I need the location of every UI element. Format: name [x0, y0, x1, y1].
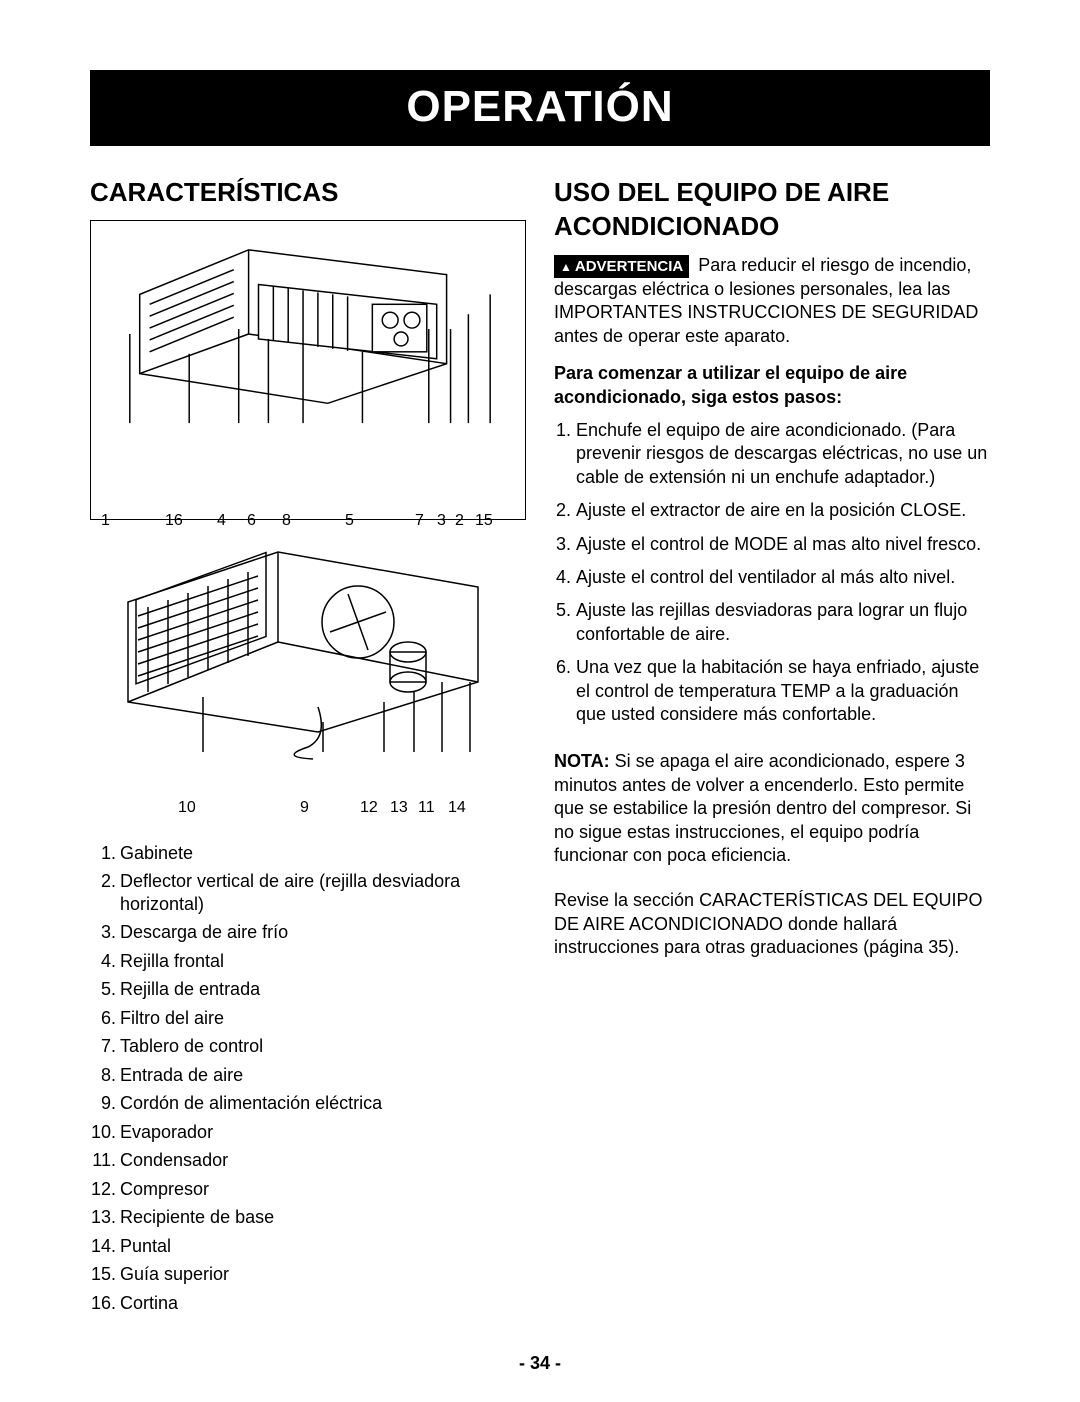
usage-steps-list: Enchufe el equipo de aire acondicionado.…	[554, 419, 990, 726]
figure-2-ac-unit-rear: 10912131114	[90, 532, 526, 802]
callout-number: 10	[178, 798, 196, 819]
callout-number: 2	[455, 511, 464, 532]
usage-step-item: Ajuste el control del ventilador al más …	[576, 566, 990, 589]
callout-number: 4	[217, 511, 226, 532]
parts-list: Gabinete Deflector vertical de aire (reji…	[90, 842, 526, 1315]
warning-paragraph: ADVERTENCIA Para reducir el riesgo de in…	[554, 254, 990, 349]
parts-list-item: Rejilla frontal	[120, 950, 526, 973]
parts-list-item: Condensador	[120, 1149, 526, 1172]
callout-number: 16	[165, 511, 183, 532]
parts-list-item: Descarga de aire frío	[120, 921, 526, 944]
parts-list-item: Deflector vertical de aire (rejilla desv…	[120, 870, 526, 915]
usage-heading: USO DEL EQUIPO DE AIRE ACONDICIONADO	[554, 176, 990, 244]
usage-step-item: Ajuste las rejillas desviadoras para log…	[576, 599, 990, 646]
callout-number: 1	[101, 511, 110, 532]
callout-number: 8	[282, 511, 291, 532]
parts-list-item: Gabinete	[120, 842, 526, 865]
callout-number: 9	[300, 798, 309, 819]
ac-unit-isometric-icon	[97, 235, 519, 433]
usage-step-item: Ajuste el control de MODE al mas alto ni…	[576, 533, 990, 556]
section-header: OPERATIÓN	[90, 70, 990, 146]
callout-number: 12	[360, 798, 378, 819]
parts-list-item: Filtro del aire	[120, 1007, 526, 1030]
callout-number: 15	[475, 511, 493, 532]
callout-number: 14	[448, 798, 466, 819]
ac-unit-internal-icon	[90, 532, 526, 762]
callout-number: 3	[437, 511, 446, 532]
right-column: USO DEL EQUIPO DE AIRE ACONDICIONADO ADV…	[554, 176, 990, 1320]
parts-list-item: Evaporador	[120, 1121, 526, 1144]
parts-list-item: Compresor	[120, 1178, 526, 1201]
note-paragraph: NOTA: Si se apaga el aire acondicionado,…	[554, 750, 990, 867]
usage-step-item: Ajuste el extractor de aire en la posici…	[576, 499, 990, 522]
parts-list-item: Rejilla de entrada	[120, 978, 526, 1001]
two-column-layout: CARACTERÍSTICAS	[90, 176, 990, 1320]
warning-badge-icon: ADVERTENCIA	[554, 255, 689, 279]
parts-list-item: Cortina	[120, 1292, 526, 1315]
callout-number: 5	[345, 511, 354, 532]
figure-1-ac-unit-front: 116468573215	[90, 220, 526, 520]
callout-number: 11	[418, 798, 435, 819]
note-label: NOTA:	[554, 751, 610, 771]
features-heading: CARACTERÍSTICAS	[90, 176, 526, 210]
callout-number: 13	[390, 798, 408, 819]
parts-list-item: Guía superior	[120, 1263, 526, 1286]
steps-intro: Para comenzar a utilizar el equipo de ai…	[554, 362, 990, 409]
page-number: - 34 -	[0, 1353, 1080, 1374]
usage-step-item: Enchufe el equipo de aire acondicionado.…	[576, 419, 990, 489]
note-text: Si se apaga el aire acondicionado, esper…	[554, 751, 971, 865]
usage-step-item: Una vez que la habitación se haya enfria…	[576, 656, 990, 726]
parts-list-item: Cordón de alimentación eléctrica	[120, 1092, 526, 1115]
parts-list-item: Entrada de aire	[120, 1064, 526, 1087]
review-section-text: Revise la sección CARACTERÍSTICAS DEL EQ…	[554, 889, 990, 959]
callout-number: 7	[415, 511, 424, 532]
parts-list-item: Tablero de control	[120, 1035, 526, 1058]
parts-list-item: Recipiente de base	[120, 1206, 526, 1229]
parts-list-item: Puntal	[120, 1235, 526, 1258]
left-column: CARACTERÍSTICAS	[90, 176, 526, 1320]
callout-number: 6	[247, 511, 256, 532]
